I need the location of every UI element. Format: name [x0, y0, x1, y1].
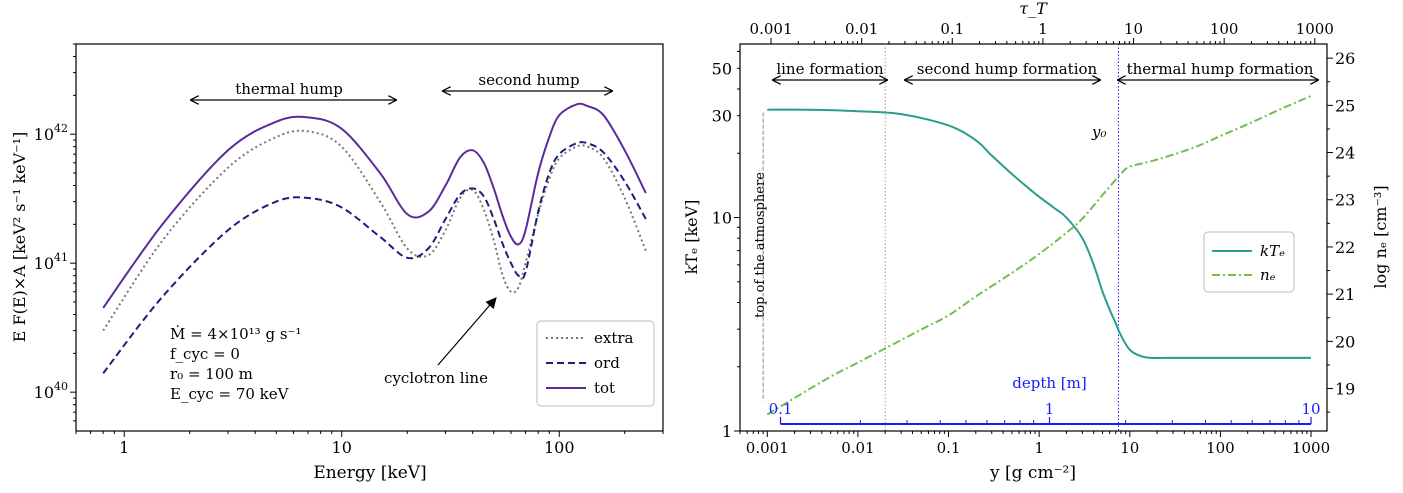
atmosphere-right-tick-label: 20: [1335, 332, 1355, 351]
tau-tick-label: 10: [1124, 20, 1143, 38]
spectrum-series-tot: [102, 102, 647, 309]
atmosphere-top-axis-label: τ_T: [1019, 0, 1048, 18]
spectrum-y-axis-label: E F(E)×A [keV² s⁻¹ keV⁻¹]: [10, 132, 29, 343]
atmosphere-plot-frame: [739, 43, 1328, 432]
second-hump-formation-label: second hump formation: [917, 60, 1098, 78]
param-fcyc: f_cyc = 0: [170, 345, 240, 363]
spectrum-y-tick-label: 1040: [34, 380, 68, 402]
atmosphere-x-tick-label: 10: [1120, 439, 1139, 457]
depth-tick-label: 1: [1045, 400, 1055, 418]
atmosphere-right-tick-label: 23: [1335, 191, 1355, 210]
thermal-hump-formation-label: thermal hump formation: [1127, 60, 1314, 78]
spectrum-plot-frame: [75, 43, 664, 432]
legend-extra-label: extra: [594, 329, 634, 347]
atmosphere-x-tick-label: 1: [1034, 439, 1044, 457]
top-of-atmosphere-label: top of the atmosphere: [753, 172, 768, 318]
spectrum-series-ord: [102, 141, 647, 374]
depth-axis-label: depth [m]: [1012, 374, 1086, 392]
legend-ne-label: nₑ: [1260, 266, 1276, 284]
y0-label: y₀: [1091, 123, 1107, 141]
tau-tick-label: 0.1: [940, 20, 964, 38]
atmosphere-series-ne: [766, 94, 1312, 416]
tau-tick-label: 0.01: [845, 20, 878, 38]
spectrum-x-tick-label: 10: [332, 438, 352, 457]
line-formation-label: line formation: [776, 60, 884, 78]
atmosphere-x-axis-label: y [g cm⁻²]: [989, 463, 1076, 483]
spectrum-x-tick-label: 100: [544, 438, 575, 457]
spectrum-y-tick-label: 1041: [34, 251, 68, 273]
atmosphere-y-tick-label: 50: [712, 59, 732, 78]
tau-tick-label: 100: [1210, 20, 1239, 38]
spectrum-y-tick-label: 1042: [34, 122, 68, 144]
atmosphere-right-tick-label: 19: [1335, 380, 1355, 399]
spectrum-series-extra: [102, 129, 647, 332]
atmosphere-x-tick-label: 0.01: [841, 439, 874, 457]
atmosphere-legend: kTₑ nₑ: [1203, 231, 1295, 293]
depth-tick-label: 10: [1301, 400, 1320, 418]
atmosphere-right-tick-label: 22: [1335, 238, 1355, 257]
atmosphere-x-tick-label: 0.001: [746, 439, 789, 457]
atmosphere-right-tick-label: 26: [1335, 49, 1355, 68]
atmosphere-y-tick-label: 1: [722, 422, 732, 441]
atmosphere-right-axis-label: log nₑ [cm⁻³]: [1371, 185, 1390, 288]
depth-tick-label: 0.1: [769, 400, 793, 418]
legend-ord-label: ord: [594, 354, 620, 372]
second-hump-label: second hump: [478, 71, 579, 89]
atmosphere-panel: 0.001 0.01 0.1 1 10 100 1000 1 10 30 50 19 20 21 22 2…: [682, 0, 1390, 483]
legend-box: [536, 320, 655, 407]
tau-tick-label: 1000: [1296, 20, 1334, 38]
tau-tick-label: 0.001: [750, 20, 793, 38]
parameters-block: Ṁ = 4×10¹³ g s⁻¹ f_cyc = 0 r₀ = 100 m E_…: [170, 325, 301, 403]
legend-tot-label: tot: [594, 379, 615, 397]
cyclotron-line-arrow: [437, 297, 497, 366]
atmosphere-right-tick-label: 21: [1335, 285, 1355, 304]
legend-box: [1203, 231, 1295, 293]
atmosphere-right-tick-label: 25: [1335, 96, 1355, 115]
param-ecyc: E_cyc = 70 keV: [170, 385, 290, 403]
atmosphere-x-tick-label: 0.1: [937, 439, 961, 457]
atmosphere-y-axis-label: kTₑ [keV]: [682, 200, 701, 275]
spectrum-x-axis-label: Energy [keV]: [313, 463, 426, 483]
thermal-hump-label: thermal hump: [235, 80, 343, 98]
spectrum-panel: 1 10 100 1040 1041 1042 Energy [keV] E F(E)×…: [10, 43, 664, 483]
tau-tick-label: 1: [1038, 20, 1048, 38]
atmosphere-right-tick-label: 24: [1335, 144, 1355, 163]
cyclotron-line-label: cyclotron line: [384, 369, 488, 387]
param-r0: r₀ = 100 m: [170, 365, 253, 383]
atmosphere-x-tick-label: 1000: [1292, 439, 1330, 457]
atmosphere-x-tick-label: 100: [1206, 439, 1235, 457]
atmosphere-y-tick-label: 30: [712, 107, 732, 126]
spectrum-legend: extra ord tot: [536, 320, 655, 407]
spectrum-x-tick-label: 1: [119, 438, 129, 457]
atmosphere-series-kte: [767, 108, 1311, 360]
param-mdot: Ṁ = 4×10¹³ g s⁻¹: [170, 325, 301, 343]
atmosphere-y-tick-label: 10: [712, 209, 732, 228]
legend-kte-label: kTₑ: [1260, 242, 1285, 260]
